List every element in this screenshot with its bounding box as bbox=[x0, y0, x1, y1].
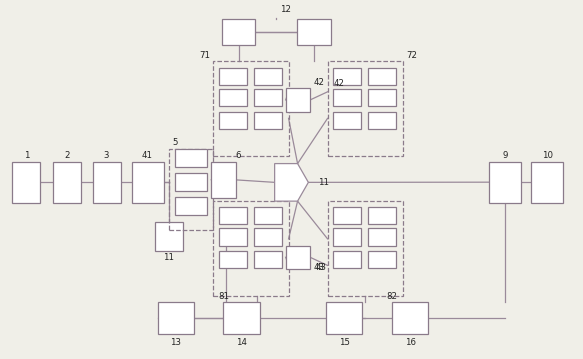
Bar bbox=[328, 61, 403, 156]
Bar bbox=[368, 89, 396, 106]
Bar bbox=[333, 89, 361, 106]
Bar bbox=[531, 162, 563, 203]
Bar bbox=[53, 162, 81, 203]
Bar bbox=[286, 246, 310, 269]
Bar bbox=[132, 162, 164, 203]
Bar bbox=[222, 19, 255, 45]
Bar bbox=[333, 207, 361, 224]
Text: 81: 81 bbox=[219, 292, 230, 301]
Bar bbox=[333, 67, 361, 85]
Bar bbox=[392, 302, 428, 334]
Text: 10: 10 bbox=[542, 151, 553, 160]
Bar bbox=[158, 302, 194, 334]
Text: 5: 5 bbox=[172, 138, 178, 147]
Bar bbox=[211, 162, 236, 198]
Bar bbox=[254, 228, 282, 246]
Bar bbox=[175, 149, 207, 167]
Bar bbox=[219, 207, 247, 224]
Text: 82: 82 bbox=[387, 292, 398, 301]
Bar bbox=[175, 173, 207, 191]
Bar bbox=[328, 201, 403, 296]
Bar bbox=[12, 162, 40, 203]
Bar bbox=[223, 302, 259, 334]
Text: 15: 15 bbox=[339, 337, 350, 346]
Text: 3: 3 bbox=[104, 151, 109, 160]
Bar bbox=[326, 302, 363, 334]
Bar bbox=[254, 251, 282, 268]
Bar bbox=[368, 112, 396, 129]
Bar bbox=[254, 89, 282, 106]
Text: 43: 43 bbox=[314, 264, 325, 272]
Bar bbox=[489, 162, 521, 203]
Bar bbox=[333, 228, 361, 246]
Bar bbox=[219, 228, 247, 246]
Bar bbox=[213, 201, 289, 296]
Bar bbox=[155, 223, 182, 251]
Bar bbox=[333, 112, 361, 129]
Text: 14: 14 bbox=[236, 337, 247, 346]
Bar bbox=[213, 61, 289, 156]
Text: 42: 42 bbox=[314, 78, 325, 87]
Bar bbox=[175, 197, 207, 215]
Bar bbox=[368, 207, 396, 224]
Text: 12: 12 bbox=[280, 5, 291, 14]
Text: 43: 43 bbox=[316, 264, 327, 272]
Text: 2: 2 bbox=[64, 151, 70, 160]
Text: 6: 6 bbox=[236, 151, 241, 160]
Bar bbox=[219, 67, 247, 85]
Text: 16: 16 bbox=[405, 337, 416, 346]
Bar bbox=[93, 162, 121, 203]
Bar bbox=[333, 251, 361, 268]
Text: 11: 11 bbox=[318, 178, 329, 187]
Text: 1: 1 bbox=[23, 151, 29, 160]
Bar bbox=[254, 207, 282, 224]
Text: 9: 9 bbox=[503, 151, 508, 160]
Bar bbox=[219, 112, 247, 129]
Bar bbox=[219, 251, 247, 268]
Polygon shape bbox=[275, 164, 308, 201]
Text: 13: 13 bbox=[170, 337, 181, 346]
Bar bbox=[219, 89, 247, 106]
Text: 41: 41 bbox=[142, 151, 153, 160]
Bar bbox=[254, 112, 282, 129]
Bar bbox=[368, 67, 396, 85]
Bar bbox=[170, 149, 213, 229]
Bar bbox=[297, 19, 331, 45]
Text: 72: 72 bbox=[406, 51, 417, 60]
Bar bbox=[286, 88, 310, 112]
Text: 42: 42 bbox=[333, 79, 345, 88]
Text: 11: 11 bbox=[163, 253, 174, 262]
Bar bbox=[368, 228, 396, 246]
Bar bbox=[368, 251, 396, 268]
Text: 71: 71 bbox=[199, 51, 210, 60]
Bar bbox=[254, 67, 282, 85]
